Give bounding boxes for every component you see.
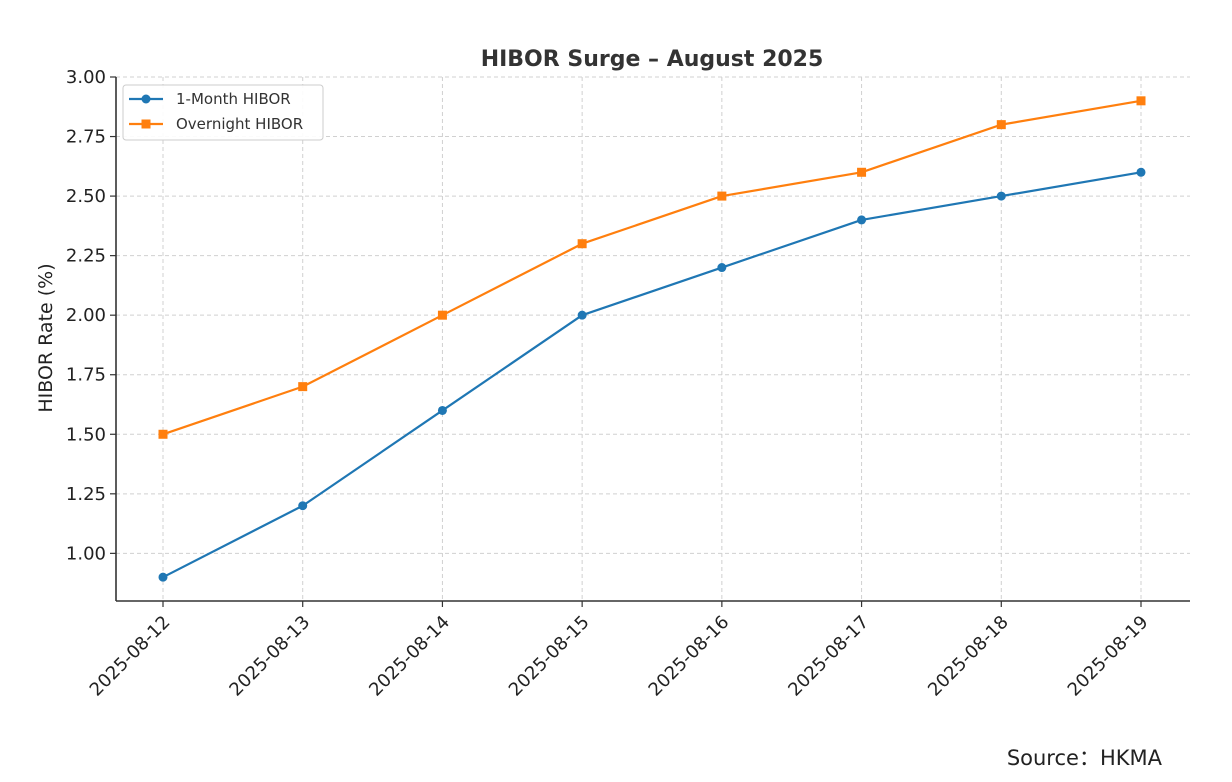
axes xyxy=(110,76,1190,607)
series-2 xyxy=(158,96,1146,439)
x-tick-label: 2025-08-18 xyxy=(924,612,1013,701)
series-line xyxy=(162,99,1142,436)
legend-box xyxy=(122,84,324,141)
data-point xyxy=(717,191,727,201)
y-tick-label: 2.75 xyxy=(66,127,106,148)
data-point xyxy=(1136,96,1146,106)
y-tick-label: 1.50 xyxy=(66,424,106,445)
source-note: Source：HKMA xyxy=(1006,746,1162,770)
series-lines xyxy=(158,96,1146,582)
x-tick-label: 2025-08-16 xyxy=(645,612,734,701)
data-point xyxy=(577,239,587,249)
tick-labels: 1.00 1.25 1.50 1.75 2.00 2.25 2.50 2.75 3.00 2025… xyxy=(66,67,1153,701)
x-tick-label: 2025-08-13 xyxy=(225,612,314,701)
data-point xyxy=(996,191,1006,201)
y-tick-label: 1.75 xyxy=(66,365,106,386)
data-point xyxy=(298,501,308,511)
x-tick-label: 2025-08-12 xyxy=(86,612,175,701)
y-tick-label: 1.00 xyxy=(66,543,106,564)
x-tick-label: 2025-08-15 xyxy=(505,612,594,701)
y-tick-label: 2.00 xyxy=(66,305,106,326)
series-1 xyxy=(158,167,1146,582)
y-tick-label: 1.25 xyxy=(66,484,106,505)
data-point xyxy=(1136,167,1146,177)
data-point xyxy=(437,310,447,320)
y-tick-label: 2.25 xyxy=(66,246,106,267)
data-point xyxy=(158,572,168,582)
data-point xyxy=(996,120,1006,130)
series-line xyxy=(162,171,1142,579)
legend-marker xyxy=(141,119,151,129)
x-tick-label: 2025-08-14 xyxy=(365,612,454,701)
legend-label: Overnight HIBOR xyxy=(176,115,303,133)
data-point xyxy=(437,405,447,415)
data-point xyxy=(857,167,867,177)
x-tick-label: 2025-08-17 xyxy=(784,612,873,701)
data-point xyxy=(717,263,727,273)
data-point xyxy=(857,215,867,225)
legend-marker xyxy=(141,94,151,104)
x-tick-label: 2025-08-19 xyxy=(1064,612,1153,701)
data-point xyxy=(577,310,587,320)
y-axis-label: HIBOR Rate (%) xyxy=(35,263,57,412)
legend: 1-Month HIBOR Overnight HIBOR xyxy=(122,84,324,141)
data-point xyxy=(158,429,168,439)
grid xyxy=(116,76,1190,601)
y-tick-label: 3.00 xyxy=(66,67,106,88)
chart-title: HIBOR Surge – August 2025 xyxy=(481,47,824,72)
data-point xyxy=(298,382,308,392)
y-tick-label: 2.50 xyxy=(66,186,106,207)
legend-label: 1-Month HIBOR xyxy=(176,90,291,108)
